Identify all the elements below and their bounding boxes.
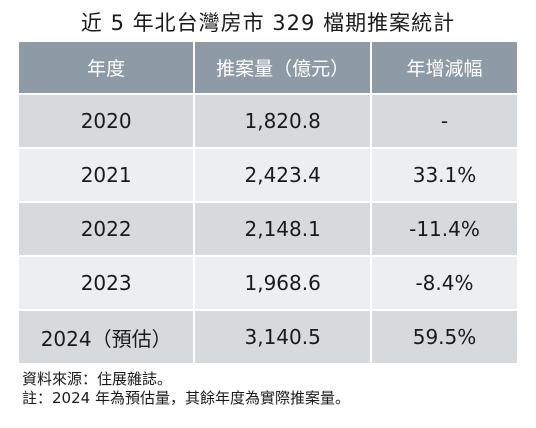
cell-change: 59.5% <box>371 311 517 365</box>
cell-cases: 2,423.4 <box>195 149 372 203</box>
source-note: 資料來源：住展雜誌。 <box>22 370 173 388</box>
header-change: 年增減幅 <box>371 42 517 95</box>
cell-year: 2024（預估） <box>19 311 196 365</box>
header-cases: 推案量（億元） <box>195 42 372 95</box>
cell-change: 33.1% <box>371 149 517 203</box>
cell-cases: 1,968.6 <box>195 257 372 311</box>
table-row: 2024（預估） 3,140.5 59.5% <box>19 311 517 365</box>
cell-cases: 1,820.8 <box>195 95 372 149</box>
table-row: 2021 2,423.4 33.1% <box>19 149 517 203</box>
cell-cases: 2,148.1 <box>195 203 372 257</box>
remark-note: 註：2024 年為預估量，其餘年度為實際推案量。 <box>22 389 350 407</box>
table-row: 2023 1,968.6 -8.4% <box>19 257 517 311</box>
cell-cases: 3,140.5 <box>195 311 372 365</box>
table-header-row: 年度 推案量（億元） 年增減幅 <box>19 42 517 95</box>
cell-year: 2023 <box>19 257 196 311</box>
cell-change: -11.4% <box>371 203 517 257</box>
table-row: 2022 2,148.1 -11.4% <box>19 203 517 257</box>
statistics-table: 年度 推案量（億元） 年增減幅 2020 1,820.8 - 2021 2,42… <box>19 42 517 365</box>
cell-year: 2021 <box>19 149 196 203</box>
cell-change: - <box>371 95 517 149</box>
table-notes: 資料來源：住展雜誌。 註：2024 年為預估量，其餘年度為實際推案量。 <box>22 370 522 408</box>
table-row: 2020 1,820.8 - <box>19 95 517 149</box>
cell-change: -8.4% <box>371 257 517 311</box>
table-title: 近 5 年北台灣房市 329 檔期推案統計 <box>80 11 456 35</box>
cell-year: 2020 <box>19 95 196 149</box>
cell-year: 2022 <box>19 203 196 257</box>
header-year: 年度 <box>19 42 196 95</box>
